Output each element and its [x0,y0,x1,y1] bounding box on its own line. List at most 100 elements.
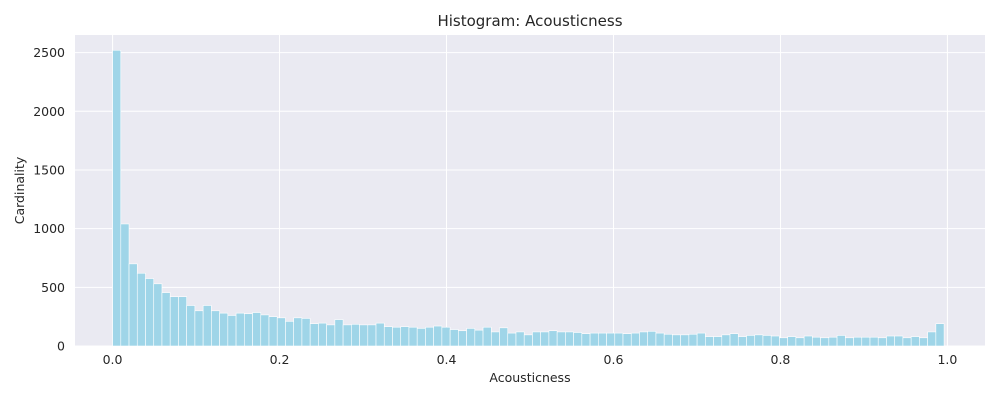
histogram-bar [877,337,887,347]
y-tick-label: 1000 [33,221,65,236]
histogram-bar [309,323,319,347]
histogram-bar [211,310,220,347]
histogram-bar [532,331,541,347]
histogram-bar [919,337,928,347]
histogram-bar [869,336,879,347]
y-tick-label: 2000 [33,104,65,119]
histogram-bars [112,49,945,347]
histogram-bar [499,327,509,347]
histogram-bar [820,337,830,347]
histogram-bar [490,331,500,347]
x-tick-label: 0.6 [604,352,624,367]
chart-title: Histogram: Acousticness [437,12,622,30]
histogram-bar [383,326,393,347]
histogram-bar [515,331,525,347]
x-tick-label: 0.8 [771,352,791,367]
histogram-bar [589,332,599,347]
histogram-bar [186,305,196,347]
histogram-bar [425,326,434,347]
histogram-bar [458,330,467,347]
histogram-bar [639,331,649,347]
histogram-bar [235,312,245,347]
histogram-bar [614,332,624,347]
histogram-bar [260,314,270,347]
y-tick-label: 2500 [33,45,65,60]
histogram-bar [844,337,854,347]
histogram-bar [680,334,690,347]
histogram-bar [161,292,171,347]
histogram-bar [705,336,714,347]
histogram-bar [334,319,344,347]
histogram-bar [466,328,476,347]
x-tick-label: 0.4 [437,352,457,367]
histogram-bar [910,336,920,347]
histogram-bar [886,335,895,347]
histogram-bar [581,333,591,347]
histogram-bar [301,318,311,347]
histogram-bar [853,336,863,347]
x-axis-ticks: 0.0 0.2 0.4 0.6 0.8 1.0 [103,352,958,367]
y-tick-label: 1500 [33,162,65,177]
histogram-bar [737,336,747,347]
histogram-bar [367,324,377,347]
histogram-bar [449,329,459,347]
y-tick-label: 0 [57,339,65,354]
histogram-bar [803,335,813,347]
x-tick-label: 0.0 [103,352,123,367]
histogram-bar [655,332,665,347]
histogram-bar [828,336,838,347]
histogram-bar [433,325,443,347]
histogram-bar [762,335,772,347]
histogram-bar [556,331,566,347]
histogram-bar [861,336,871,347]
histogram-bar [696,332,706,347]
histogram-bar [416,328,426,347]
histogram-bar [400,326,410,347]
histogram-bar [243,313,253,347]
histogram-bar [326,324,336,347]
histogram-bar [202,305,212,347]
histogram-bar [285,321,294,347]
histogram-bar [227,315,237,347]
histogram-bar [548,330,558,347]
histogram-bar [276,317,286,347]
x-tick-label: 0.2 [270,352,290,367]
histogram-bar [482,326,492,347]
histogram-bar [268,316,278,347]
histogram-bar [342,324,352,347]
histogram-bar [293,317,303,347]
histogram-bar [375,322,385,347]
histogram-bar [622,333,632,347]
histogram-bar [194,310,204,347]
histogram-bar [688,333,698,347]
histogram-bar [392,326,402,347]
histogram-bar [474,329,484,347]
histogram-bar [540,331,550,347]
histogram-bar [606,332,616,347]
histogram-bar [630,332,640,347]
histogram-bar [441,326,451,347]
histogram-bar [219,312,229,347]
x-tick-label: 1.0 [937,352,957,367]
histogram-bar [746,335,756,347]
histogram-bar [565,331,574,347]
histogram-bar [112,49,122,347]
histogram-bar [779,337,788,347]
y-tick-label: 500 [41,280,65,295]
histogram-bar [812,336,821,347]
histogram-bar [894,335,904,347]
y-axis-label: Cardinality [12,156,27,224]
histogram-bar [672,334,681,347]
histogram-bar [153,283,163,347]
histogram-bar [754,334,764,347]
histogram-bar [663,333,673,347]
histogram-bar [795,337,805,347]
histogram-bar [787,336,797,347]
histogram-bar [713,336,723,347]
histogram-bar [252,312,262,347]
histogram-bar [770,335,780,347]
histogram-bar [729,333,739,347]
histogram-bar [318,322,327,347]
histogram-bar [927,331,937,347]
